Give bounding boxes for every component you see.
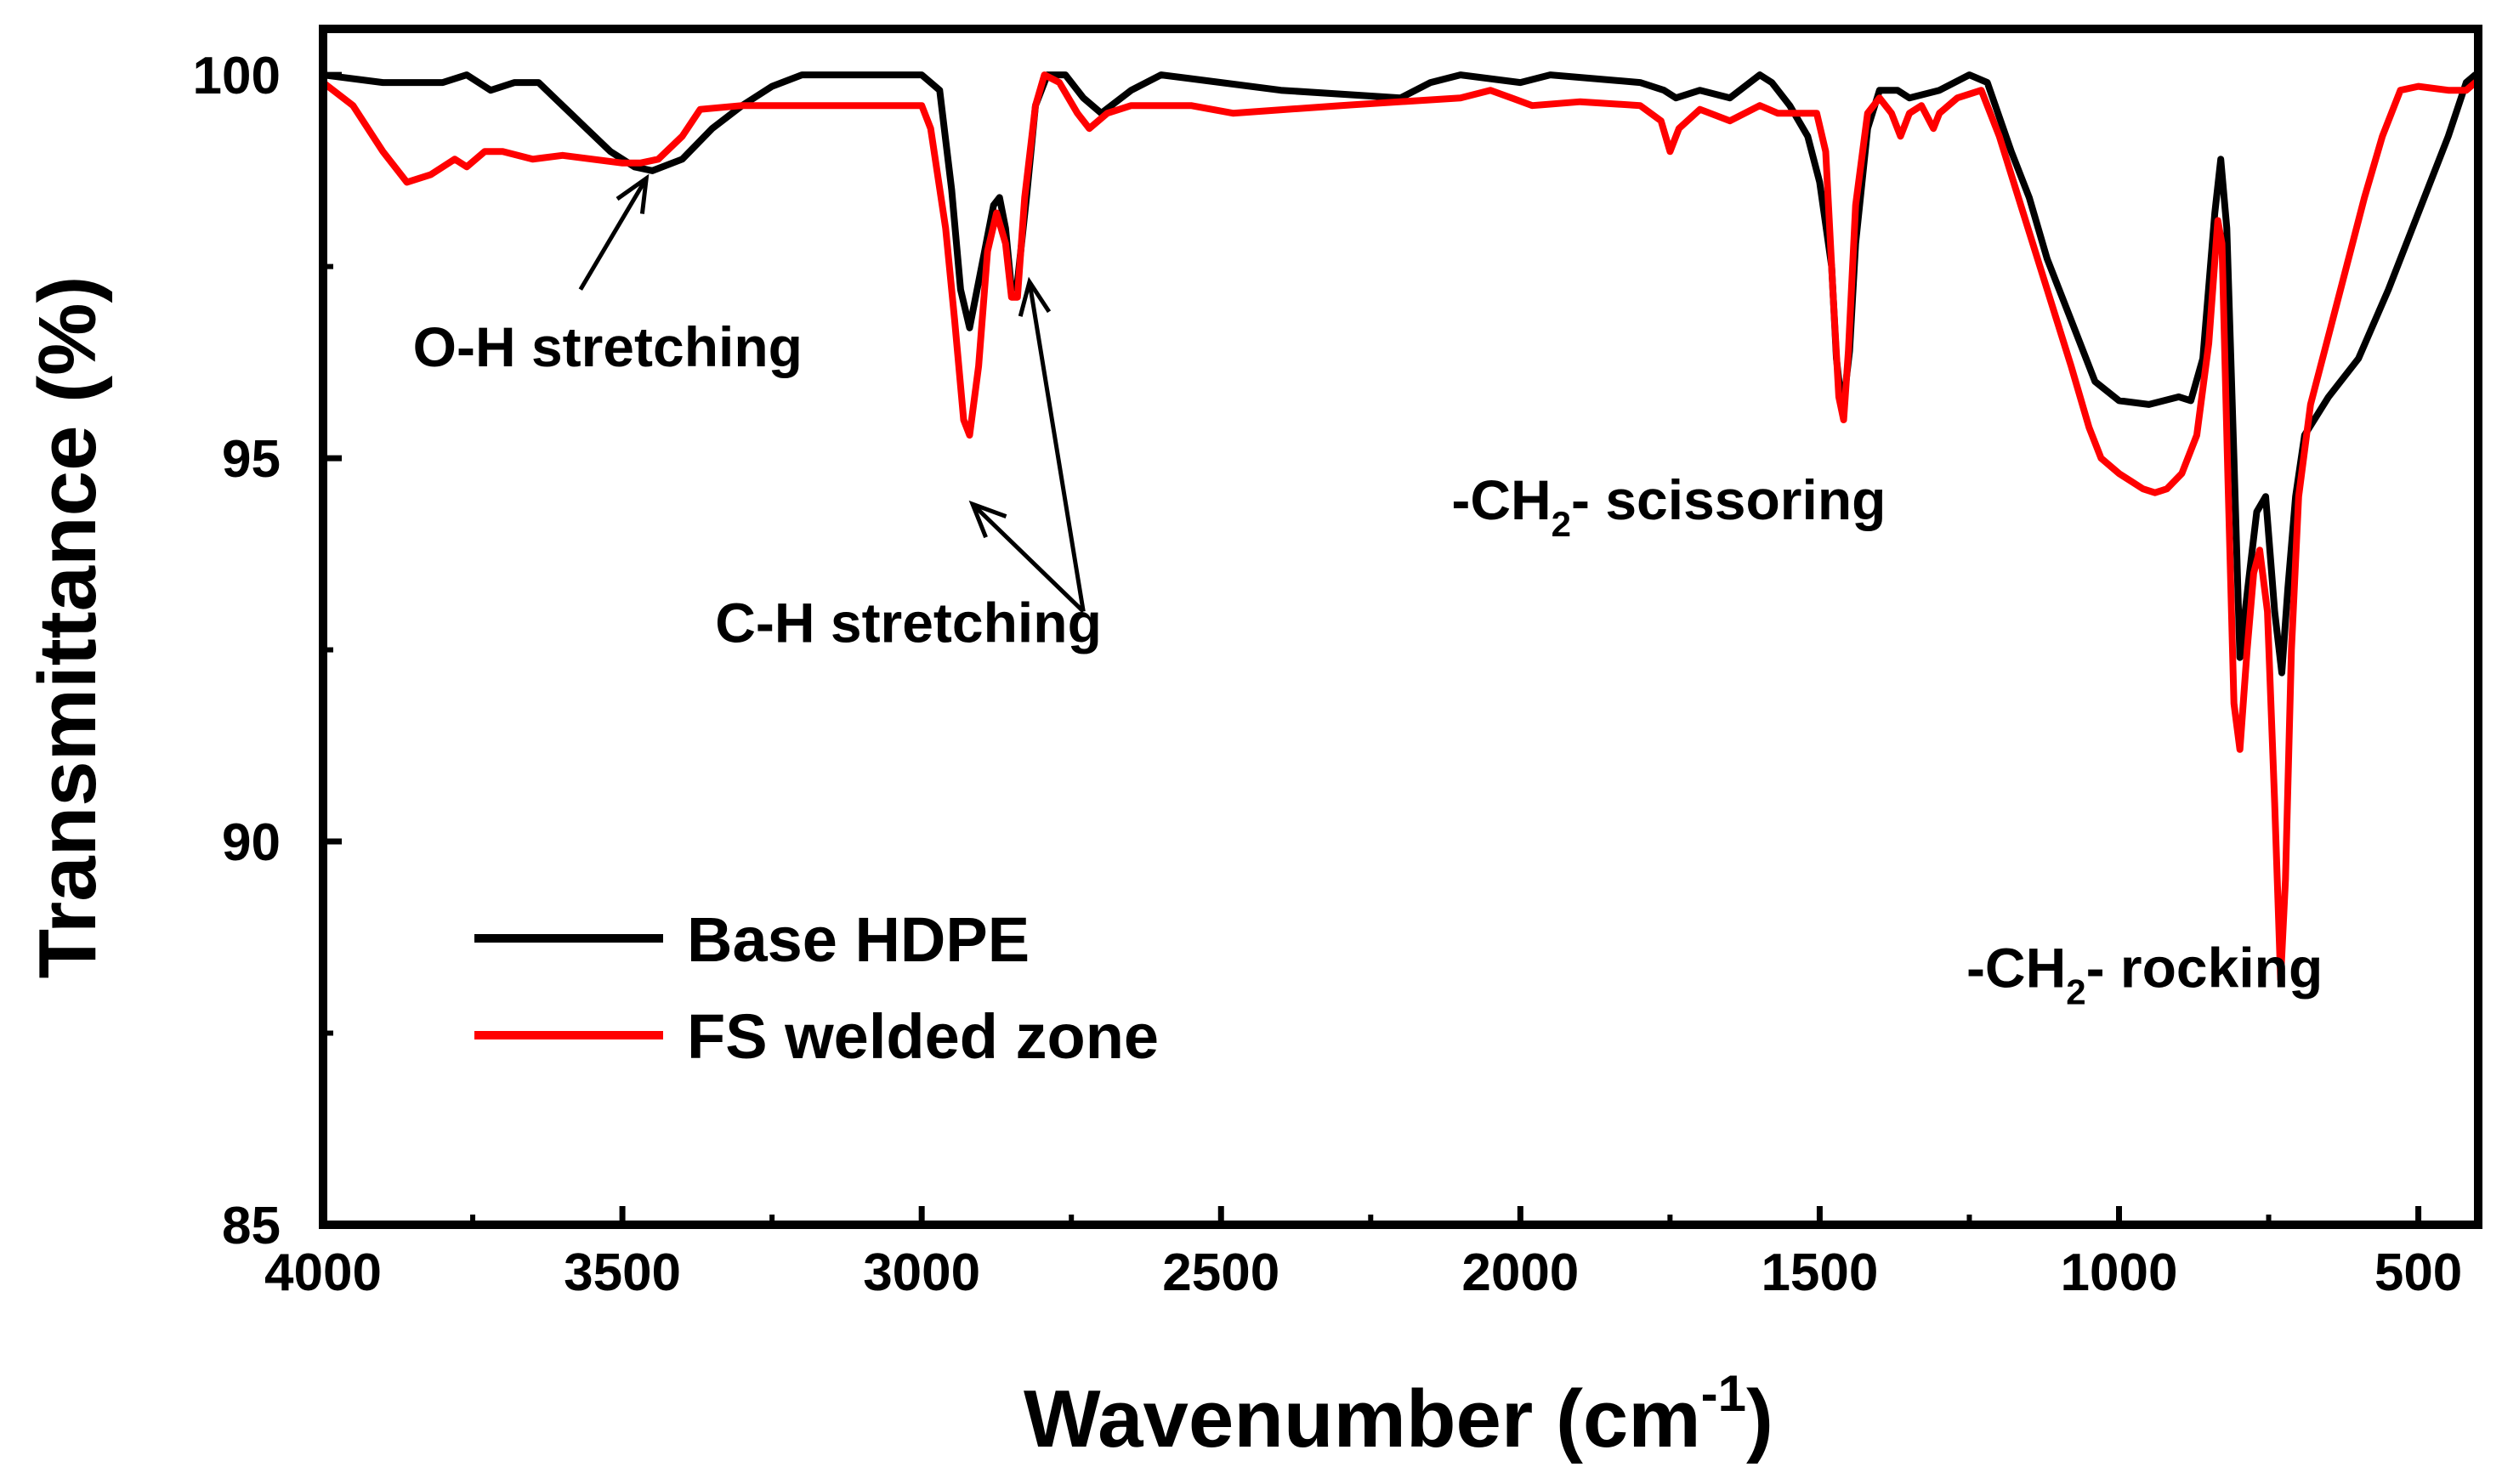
- y-axis-title: Transmittance (%): [22, 276, 113, 979]
- annotation-arrow-shaft: [578, 177, 649, 291]
- x-tick-label: 3000: [863, 1243, 980, 1302]
- y-axis: 85 90 95 100: [193, 47, 342, 1255]
- annotation-arrow-shaft: [1027, 281, 1086, 612]
- x-axis-title: Wavenumber (cm-1): [1024, 1365, 1773, 1464]
- annotation-arrow-head: [1018, 276, 1052, 317]
- y-tick-label: 100: [193, 47, 281, 105]
- x-tick-label: 1500: [1761, 1243, 1878, 1302]
- x-axis: 4000 3500 3000 2500 2000 1500 1000 500: [264, 1206, 2462, 1302]
- series-line-fs-welded-zone: [320, 71, 2479, 983]
- x-tick-label: 500: [2374, 1243, 2462, 1302]
- y-tick-label: 90: [222, 813, 281, 872]
- legend: Base HDPE FS welded zone: [474, 904, 1159, 1072]
- y-tick-label: 95: [222, 430, 281, 489]
- annotation-arrow-head: [968, 500, 1007, 539]
- annotation-arrow: [1018, 276, 1086, 612]
- plot-frame: [319, 25, 2482, 1229]
- annotation-arrow: [968, 500, 1086, 614]
- annotation-arrow-head: [616, 173, 650, 214]
- annotation-label: O-H stretching: [413, 315, 803, 378]
- legend-label-base-hdpe: Base HDPE: [687, 904, 1030, 975]
- x-axis-title-superscript: -1: [1701, 1365, 1746, 1422]
- x-axis-title-close: ): [1746, 1374, 1773, 1464]
- x-tick-label: 1000: [2061, 1243, 2178, 1302]
- annotation-label: -CH2- rocking: [1966, 936, 2323, 1011]
- x-tick-label: 2500: [1162, 1243, 1279, 1302]
- annotation-label: -CH2- scissoring: [1451, 468, 1886, 544]
- x-tick-label: 4000: [264, 1243, 382, 1302]
- x-tick-label: 2000: [1461, 1243, 1579, 1302]
- annotation-arrow: [578, 173, 650, 291]
- annotations: O-H stretching C-H stretching -CH2- scisso…: [413, 173, 2323, 1011]
- plot-area: [319, 25, 2482, 1229]
- series-layer: [320, 71, 2479, 983]
- legend-label-fs-welded-zone: FS welded zone: [687, 1001, 1159, 1072]
- annotation-arrow-shaft: [971, 502, 1086, 614]
- annotation-label: C-H stretching: [715, 592, 1102, 654]
- x-tick-label: 3500: [564, 1243, 681, 1302]
- y-tick-label: 85: [222, 1197, 281, 1255]
- series-line-base-hdpe: [320, 71, 2479, 677]
